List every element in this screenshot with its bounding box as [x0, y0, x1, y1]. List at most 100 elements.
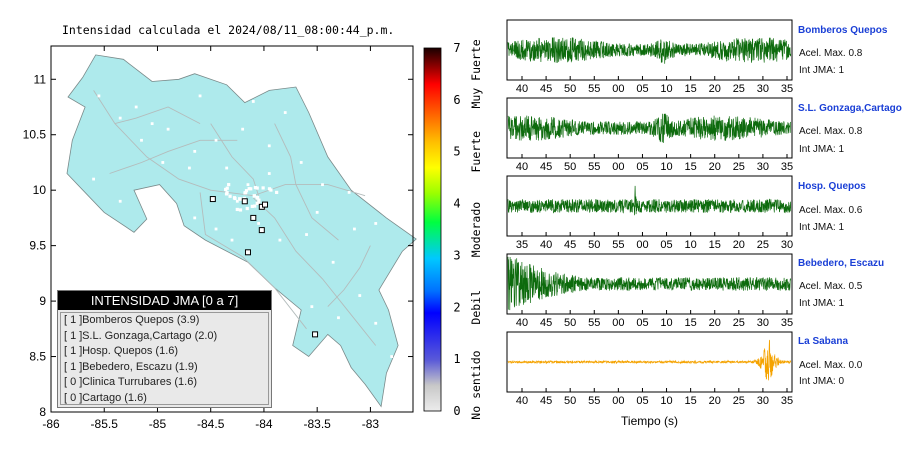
town-dot [337, 316, 340, 320]
waveform-tick-label: 45 [540, 161, 552, 173]
town-dot [241, 127, 245, 131]
road-line [199, 192, 307, 330]
waveform-tick-label: 20 [733, 239, 745, 251]
town-dot [193, 216, 197, 220]
waveform-tick-label: 35 [781, 317, 793, 329]
waveform-tick-label: 50 [564, 161, 576, 173]
waveform-tick-label: 55 [588, 395, 600, 407]
waveform-tick-label: 00 [612, 161, 624, 173]
waveform-tick-label: 50 [564, 395, 576, 407]
waveform-tick-label: 40 [516, 83, 528, 95]
waveform-tick-label: 30 [757, 83, 769, 95]
waveform-panels: 40 45 50 55 00 05 10 15 20 25 30 35 40 45 50 55 00 05 10 15… [506, 19, 793, 428]
town-dot [228, 194, 232, 198]
town-dot [150, 194, 154, 198]
waveform-trace [507, 339, 792, 381]
waveform-tick-label: 10 [660, 395, 672, 407]
town-dot [238, 197, 242, 201]
legend-row: [ 0 ] Cartago (1.6) [61, 391, 268, 407]
town-dot [235, 207, 239, 212]
colorbar-tick-label: 2 [453, 300, 460, 314]
town-dot [172, 205, 175, 209]
station-marker [241, 198, 248, 205]
station-marker [312, 331, 319, 338]
legend-row-label: Clinica Turrubares (1.6) [82, 376, 197, 388]
road-line [274, 123, 339, 241]
waveform-tick-label: 10 [660, 161, 672, 173]
legend-row-index: [ 0 ] [64, 391, 83, 404]
station-marker [250, 214, 257, 221]
town-dot [321, 344, 324, 347]
town-dot [245, 206, 249, 211]
waveform-trace [507, 185, 792, 216]
town-dot [251, 100, 255, 103]
town-dot [249, 187, 253, 191]
legend-row-label: Bebedero, Escazu (1.9) [82, 360, 198, 373]
legend-list: [ 1 ] Bomberos Quepos (3.9) [ 1 ] S.L. G… [60, 312, 269, 405]
town-dot [358, 294, 362, 297]
waveform-tick-label: 05 [636, 83, 648, 95]
x-tick-label: -86 [42, 417, 60, 431]
colorbar-category-label: Fuerte [469, 131, 483, 173]
town-dot [225, 186, 229, 190]
town-dot [374, 222, 378, 225]
waveform-tick-label: 15 [709, 239, 721, 251]
waveform-tick-label: 50 [588, 239, 600, 251]
intensity-legend: INTENSIDAD JMA [0 a 7] [ 1 ] Bomberos Qu… [57, 290, 272, 408]
waveform-tick-label: 50 [564, 83, 576, 95]
town-dot [257, 198, 261, 202]
waveform-trace [507, 113, 792, 143]
x-tick-label: -83.5 [303, 417, 331, 431]
waveform-tick-label: 20 [709, 395, 721, 407]
legend-row: [ 1 ] Hosp. Quepos (1.6) [61, 344, 268, 360]
town-dot [257, 222, 261, 225]
town-dot [331, 260, 335, 264]
town-dot [253, 185, 258, 190]
waveform-tick-label: 05 [636, 317, 648, 329]
y-tick-label: 8 [39, 405, 46, 419]
town-dot [235, 199, 239, 203]
waveform-tick-label: 55 [588, 317, 600, 329]
x-tick-label: -85.5 [91, 417, 119, 431]
intensity-colorbar: 0 1 2 3 4 5 6 7 No sentido Debil Moderado Fuerte Muy… [423, 39, 483, 420]
station-marker [209, 196, 216, 203]
town-dot [225, 166, 229, 170]
colorbar-tick-label: 0 [453, 404, 460, 418]
waveform-tick-label: 30 [757, 395, 769, 407]
town-dot [198, 94, 202, 98]
station-name: Bebedero, Escazu [798, 258, 885, 269]
town-dot [310, 305, 314, 309]
town-dot [252, 194, 256, 198]
waveform-tick-label: 35 [781, 83, 793, 95]
waveform-tick-label: 55 [612, 239, 624, 251]
legend-row-label: Bomberos Quepos (3.9) [82, 314, 200, 326]
town-dot [347, 191, 351, 194]
town-dot [390, 355, 394, 358]
colorbar-tick-label: 1 [453, 352, 460, 366]
station-name: Bomberos Quepos [798, 25, 888, 36]
town-dot [238, 208, 243, 212]
legend-row-index: [ 1 ] [64, 360, 83, 373]
town-dot [246, 183, 250, 187]
town-dot [255, 186, 259, 190]
colorbar-category-label: Moderado [469, 202, 483, 257]
waveform-tick-label: 05 [636, 395, 648, 407]
station-name: La Sabana [798, 336, 849, 347]
colorbar-category-label: Debil [469, 290, 483, 325]
waveform-tick-label: 50 [564, 317, 576, 329]
town-dot [214, 227, 218, 231]
waveform-tick-label: 20 [709, 161, 721, 173]
waveform-tick-label: 55 [588, 161, 600, 173]
waveform-tick-label: 40 [516, 395, 528, 407]
town-dot [267, 172, 271, 175]
waveform-tick-label: 45 [540, 395, 552, 407]
station-acel: Acel. Max. 0.8 [799, 126, 863, 137]
colorbar-tick-label: 7 [453, 41, 460, 55]
town-dot [253, 204, 257, 208]
town-dot [166, 127, 170, 131]
colorbar-category-label: Muy Fuerte [469, 39, 483, 108]
town-dot [118, 116, 122, 120]
station-marker [244, 249, 251, 256]
legend-row-label: Hosp. Quepos (1.6) [82, 345, 179, 357]
